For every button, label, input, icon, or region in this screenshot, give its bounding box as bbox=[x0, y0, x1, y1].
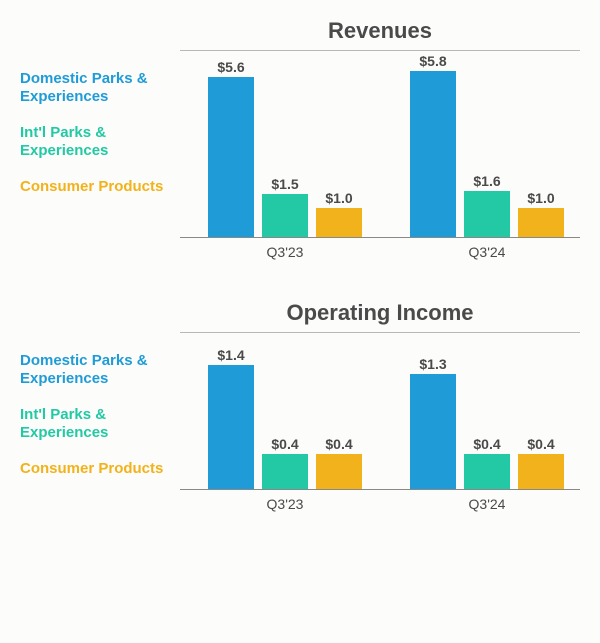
bar-value-label: $1.4 bbox=[208, 347, 254, 363]
bar: $1.5 bbox=[262, 194, 308, 237]
x-tick-label: Q3'24 bbox=[447, 496, 527, 512]
bar-value-label: $1.6 bbox=[464, 173, 510, 189]
bar-value-label: $0.4 bbox=[464, 436, 510, 452]
x-axis: Q3'23 Q3'24 bbox=[180, 490, 580, 518]
legend-item: Consumer Products bbox=[20, 178, 180, 196]
bar-value-label: $1.0 bbox=[316, 190, 362, 206]
chart-panel: Domestic Parks & Experiences Int'l Parks … bbox=[20, 300, 580, 518]
bar: $0.4 bbox=[518, 454, 564, 489]
bar-group: $5.6$1.5$1.0 bbox=[208, 57, 362, 237]
bar-value-label: $5.6 bbox=[208, 59, 254, 75]
bar-value-label: $1.3 bbox=[410, 356, 456, 372]
bar-value-label: $0.4 bbox=[262, 436, 308, 452]
chart-title: Operating Income bbox=[180, 300, 580, 326]
bar: $1.3 bbox=[410, 374, 456, 489]
chart-rule bbox=[180, 50, 580, 51]
bar-value-label: $5.8 bbox=[410, 53, 456, 69]
x-tick-label: Q3'23 bbox=[245, 244, 325, 260]
bar-group: $1.3$0.4$0.4 bbox=[410, 339, 564, 489]
bar: $1.0 bbox=[316, 208, 362, 237]
x-tick-label: Q3'24 bbox=[447, 244, 527, 260]
bar-value-label: $1.5 bbox=[262, 176, 308, 192]
chart-title: Revenues bbox=[180, 18, 580, 44]
bar: $0.4 bbox=[316, 454, 362, 489]
chart: Operating Income$1.4$0.4$0.4$1.3$0.4$0.4… bbox=[180, 300, 580, 518]
bar: $5.6 bbox=[208, 77, 254, 237]
x-axis: Q3'23 Q3'24 bbox=[180, 238, 580, 266]
bar: $1.4 bbox=[208, 365, 254, 489]
legend: Domestic Parks & Experiences Int'l Parks … bbox=[20, 300, 180, 518]
bar: $1.6 bbox=[464, 191, 510, 237]
legend: Domestic Parks & Experiences Int'l Parks … bbox=[20, 18, 180, 266]
page: Domestic Parks & Experiences Int'l Parks … bbox=[0, 0, 600, 643]
bar: $1.0 bbox=[518, 208, 564, 237]
legend-item: Domestic Parks & Experiences bbox=[20, 70, 180, 106]
chart: Revenues$5.6$1.5$1.0$5.8$1.6$1.0Q3'23Q3'… bbox=[180, 18, 580, 266]
bar-group: $1.4$0.4$0.4 bbox=[208, 339, 362, 489]
legend-item: Int'l Parks & Experiences bbox=[20, 406, 180, 442]
legend-item: Int'l Parks & Experiences bbox=[20, 124, 180, 160]
x-tick-label: Q3'23 bbox=[245, 496, 325, 512]
plot-area: $5.6$1.5$1.0$5.8$1.6$1.0 bbox=[180, 57, 580, 238]
bar: $5.8 bbox=[410, 71, 456, 237]
legend-item: Consumer Products bbox=[20, 460, 180, 478]
plot-area: $1.4$0.4$0.4$1.3$0.4$0.4 bbox=[180, 339, 580, 490]
bar-group: $5.8$1.6$1.0 bbox=[410, 57, 564, 237]
chart-rule bbox=[180, 332, 580, 333]
chart-panel: Domestic Parks & Experiences Int'l Parks … bbox=[20, 18, 580, 266]
bar: $0.4 bbox=[262, 454, 308, 489]
legend-item: Domestic Parks & Experiences bbox=[20, 352, 180, 388]
bar-value-label: $0.4 bbox=[316, 436, 362, 452]
bar: $0.4 bbox=[464, 454, 510, 489]
bar-value-label: $1.0 bbox=[518, 190, 564, 206]
bar-value-label: $0.4 bbox=[518, 436, 564, 452]
